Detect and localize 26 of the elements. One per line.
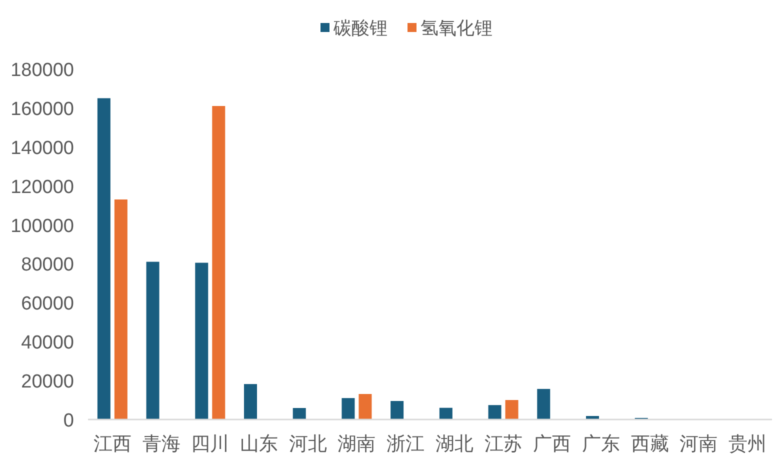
x-tick-label: 广西	[533, 433, 572, 455]
y-tick-label: 140000	[10, 138, 74, 159]
y-tick-label: 120000	[10, 176, 74, 198]
y-tick-label: 40000	[21, 332, 74, 354]
x-tick-label: 河北	[288, 434, 327, 455]
x-tick-label: 河南	[680, 434, 718, 455]
x-tick-label: 浙江	[386, 434, 425, 455]
x-tick-label: 西藏	[630, 434, 669, 455]
x-tick-label: 四川	[191, 434, 230, 455]
legend-label: 碳酸锂	[332, 18, 388, 38]
y-tick-label: 180000	[10, 60, 74, 81]
x-tick-label: 山东	[240, 434, 278, 455]
y-tick-label: 0	[63, 410, 74, 432]
x-tick-label: 贵州	[728, 434, 767, 455]
y-tick-label: 80000	[21, 254, 74, 276]
x-tick-label: 江西	[93, 434, 132, 455]
x-tick-label: 青海	[142, 434, 180, 455]
x-tick-label: 湖北	[435, 434, 474, 455]
y-tick-label: 20000	[21, 372, 74, 393]
legend-label: 氢氧化锂	[420, 18, 492, 38]
x-tick-label: 广东	[582, 433, 620, 455]
x-tick-label: 江苏	[484, 434, 522, 455]
x-tick-label: 湖南	[338, 434, 376, 455]
y-tick-label: 160000	[10, 98, 74, 120]
y-tick-label: 100000	[10, 216, 74, 237]
y-tick-label: 60000	[21, 294, 74, 315]
